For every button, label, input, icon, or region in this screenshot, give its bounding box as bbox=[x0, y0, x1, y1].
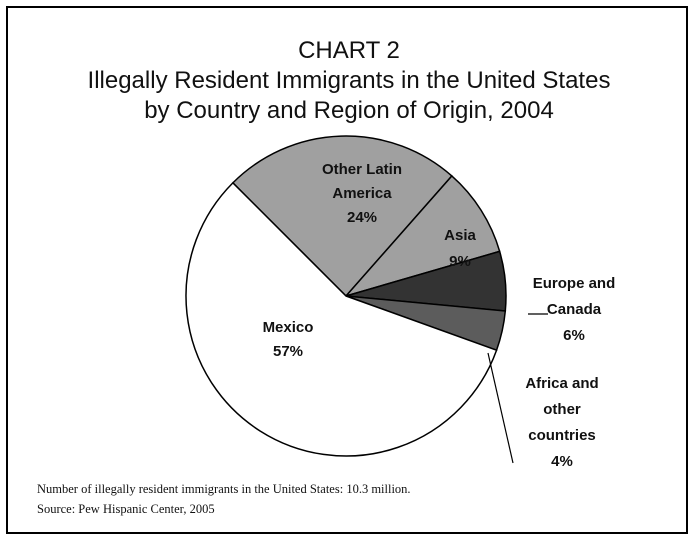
footnote-total: Number of illegally resident immigrants … bbox=[37, 482, 411, 496]
slice-value-label-5: 57% bbox=[273, 343, 303, 360]
slice-label-1-line-1: Other Latin bbox=[322, 161, 402, 178]
pie-chart: Other Latin America 24% Asia 9% Europe and Can… bbox=[185, 135, 616, 468]
slice-label-5-line-1: Mexico bbox=[263, 319, 314, 336]
pie-slice-1 bbox=[231, 135, 453, 298]
slice-value-label-3: 6% bbox=[563, 327, 585, 344]
chart-subtitle-line-2: by Country and Region of Origin, 2004 bbox=[144, 97, 554, 124]
slice-label-3-line-2: Canada bbox=[547, 301, 602, 318]
slice-label-1-line-2: America bbox=[332, 185, 392, 202]
slice-value-label-2: 9% bbox=[449, 253, 471, 270]
slice-label-4-line-1: Africa and bbox=[525, 375, 598, 392]
chart-title: CHART 2 bbox=[298, 37, 400, 64]
footnote-source: Source: Pew Hispanic Center, 2005 bbox=[37, 502, 215, 516]
slice-label-3-line-1: Europe and bbox=[533, 275, 616, 292]
pie-slice-2 bbox=[343, 174, 501, 298]
slice-value-label-1: 24% bbox=[347, 209, 377, 226]
slice-label-4-line-3: countries bbox=[528, 427, 596, 444]
slice-label-2-line-1: Asia bbox=[444, 227, 476, 244]
chart-title-block: CHART 2 Illegally Resident Immigrants in… bbox=[8, 36, 690, 126]
pie-slice-5 bbox=[185, 181, 498, 457]
slice-value-label-4: 4% bbox=[551, 453, 573, 468]
chart-subtitle-line-1: Illegally Resident Immigrants in the Uni… bbox=[87, 67, 611, 94]
slice-label-4-line-2: other bbox=[543, 401, 581, 418]
chart-frame: CHART 2 Illegally Resident Immigrants in… bbox=[6, 6, 688, 534]
leader-line-4 bbox=[487, 352, 514, 464]
